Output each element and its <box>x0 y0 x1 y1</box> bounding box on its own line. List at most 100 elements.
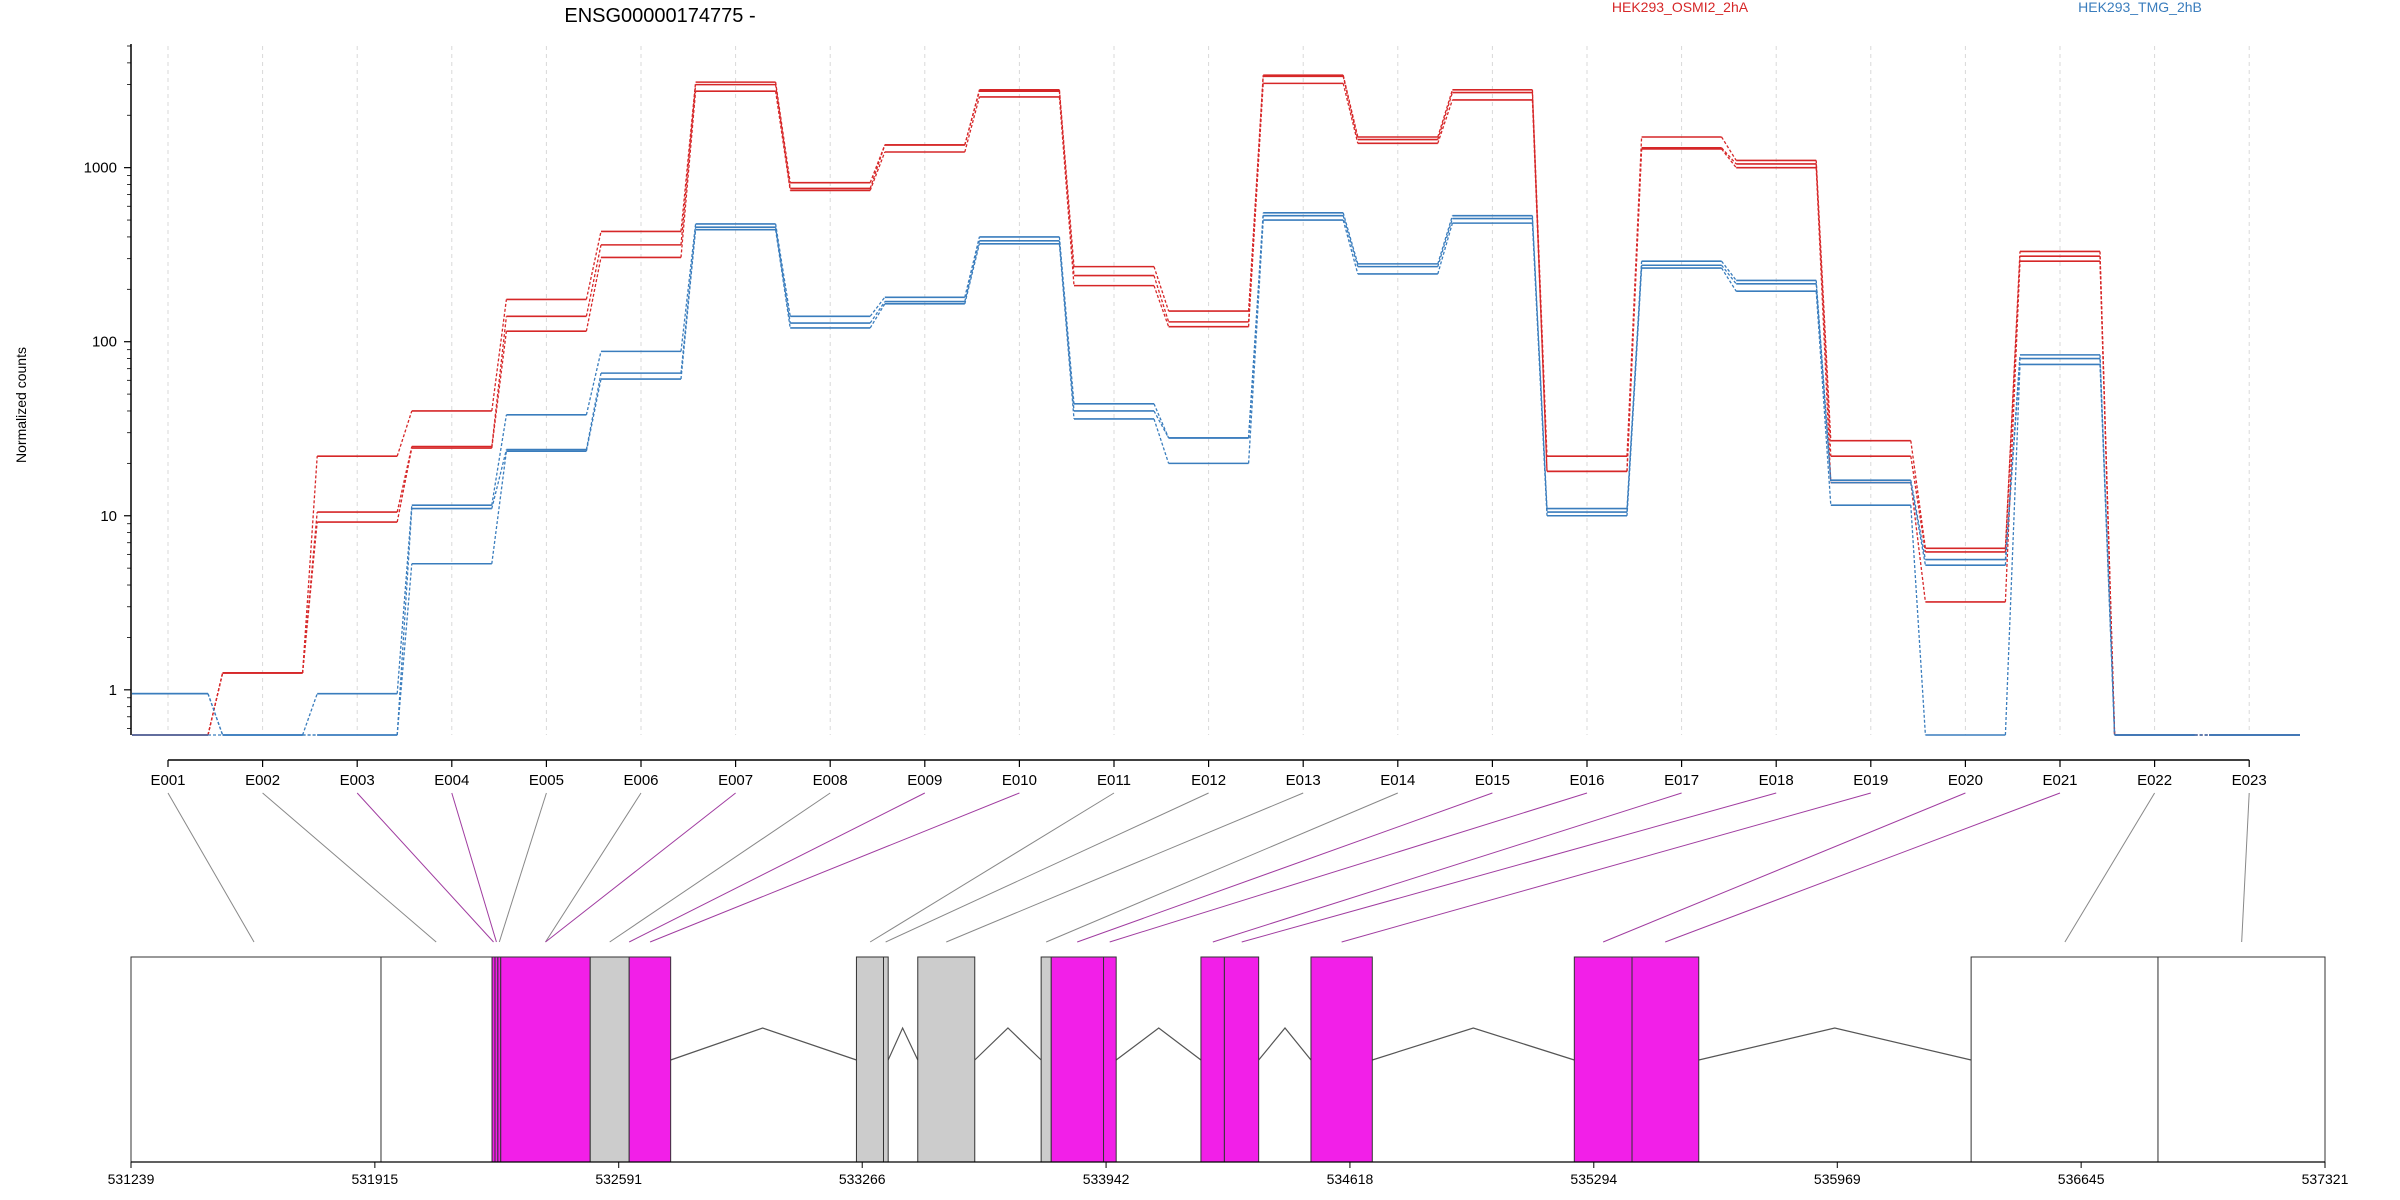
series-connector <box>680 229 697 380</box>
series-connector <box>1531 223 1548 516</box>
x-tick-label-e016: E016 <box>1569 772 1604 789</box>
gene-axis-tick-label: 531239 <box>108 1171 155 1187</box>
exon-box-e006 <box>500 956 591 1163</box>
series-connector <box>1437 215 1454 265</box>
series-connector <box>1626 268 1643 516</box>
series-connector <box>396 563 413 736</box>
series-connector <box>1437 89 1454 138</box>
x-tick-label-e012: E012 <box>1191 772 1226 789</box>
gene-axis-tick-label: 537321 <box>2302 1171 2349 1187</box>
grid-layer <box>167 46 2250 735</box>
x-tick-label-e004: E004 <box>434 772 469 789</box>
gene-axis-tick-label: 536645 <box>2058 1171 2105 1187</box>
intron-5 <box>1372 1027 1575 1061</box>
series-hek293-tmg-2hb-4 <box>132 214 2300 736</box>
exon-link-e001 <box>167 792 255 943</box>
series-connector <box>1153 410 1170 439</box>
x-tick-label-e003: E003 <box>340 772 375 789</box>
series-connector <box>1247 83 1264 327</box>
series-connector <box>1910 456 1927 552</box>
exon-box-e001 <box>130 956 382 1163</box>
x-tick-label-e007: E007 <box>718 772 753 789</box>
x-tick-label-e015: E015 <box>1475 772 1510 789</box>
chart-title: ENSG00000174775 - <box>564 5 755 27</box>
exon-box-e017 <box>1310 956 1373 1163</box>
series-hek293-osmi2-2ha-1 <box>132 75 2300 736</box>
exon-link-e015 <box>1077 792 1493 943</box>
series-connector <box>1342 76 1359 140</box>
series-connector <box>1815 167 1832 483</box>
x-tick-label-e021: E021 <box>2042 772 2077 789</box>
series-connector <box>1721 264 1737 285</box>
series-connector <box>585 257 602 332</box>
series-connector <box>1910 440 1927 549</box>
exon-box-e016 <box>1223 956 1260 1163</box>
intron-2 <box>974 1027 1042 1061</box>
exon-box-e010 <box>882 956 889 1163</box>
intron-6 <box>1698 1027 1972 1061</box>
exon-link-e011 <box>869 792 1115 943</box>
series-connector <box>1247 215 1264 438</box>
series-connector <box>1531 215 1548 509</box>
series-connector <box>491 299 508 412</box>
series-connector <box>1437 222 1454 275</box>
series-connector <box>301 521 318 674</box>
exon-box-e012 <box>1040 956 1052 1163</box>
gene-axis-tick-label: 533942 <box>1083 1171 1130 1187</box>
x-tick-label-e023: E023 <box>2232 772 2267 789</box>
series-connector <box>1437 218 1454 267</box>
series-connector <box>680 84 697 245</box>
series-connector <box>585 231 602 300</box>
series-connector <box>301 693 318 736</box>
series-connector <box>1626 148 1643 472</box>
series-connector <box>491 451 508 564</box>
exon-box-e015 <box>1200 956 1225 1163</box>
series-connector <box>1626 261 1643 509</box>
series-connector <box>1721 260 1737 281</box>
series-connector <box>1153 266 1170 312</box>
exon-link-e010 <box>649 792 1020 943</box>
series-connector <box>1342 83 1359 144</box>
exon-link-e005 <box>498 792 547 943</box>
series-connector <box>207 693 224 736</box>
series-connector <box>1437 99 1454 144</box>
x-tick-label-e002: E002 <box>245 772 280 789</box>
series-connector <box>964 96 981 153</box>
series-connector <box>1626 265 1643 513</box>
exon-link-e012 <box>885 792 1209 943</box>
exon-link-e003 <box>356 792 494 943</box>
intron-1 <box>887 1026 919 1061</box>
series-connector <box>774 91 791 191</box>
series-connector <box>2004 261 2021 602</box>
intron-0 <box>670 1027 857 1061</box>
series-connector <box>1815 163 1832 457</box>
exon-box-e019 <box>1631 956 1700 1163</box>
series-connector <box>774 227 791 324</box>
exon-link-e009 <box>628 792 926 943</box>
series-connector <box>2099 364 2116 736</box>
x-tick-label-e006: E006 <box>623 772 658 789</box>
series-connector <box>1342 212 1359 265</box>
series-connector <box>1910 482 1927 602</box>
series-connector <box>964 236 981 298</box>
series-connector <box>1342 219 1359 275</box>
series-connector <box>2004 364 2021 736</box>
y-tick-label-1000: 1000 <box>84 160 117 177</box>
series-connector <box>774 82 791 183</box>
exon-link-e007 <box>545 792 736 943</box>
series-connector <box>964 243 981 305</box>
y-tick-label-1: 1 <box>109 682 117 699</box>
gene-axis-tick-label: 534618 <box>1327 1171 1374 1187</box>
exon-box-e018 <box>1573 956 1633 1163</box>
series-hek293-tmg-2hb-3 <box>132 212 2300 736</box>
series-connector <box>1531 99 1548 472</box>
series-connector <box>869 296 886 317</box>
series-connector <box>2004 358 2021 566</box>
x-tick-label-e018: E018 <box>1759 772 1794 789</box>
intron-3 <box>1115 1027 1202 1061</box>
gene-axis-tick-label: 531915 <box>351 1171 398 1187</box>
series-connector <box>396 410 413 457</box>
x-tick-label-e010: E010 <box>1002 772 1037 789</box>
text-layer: ENSG00000174775 - Normalized counts HEK2… <box>13 0 2202 463</box>
